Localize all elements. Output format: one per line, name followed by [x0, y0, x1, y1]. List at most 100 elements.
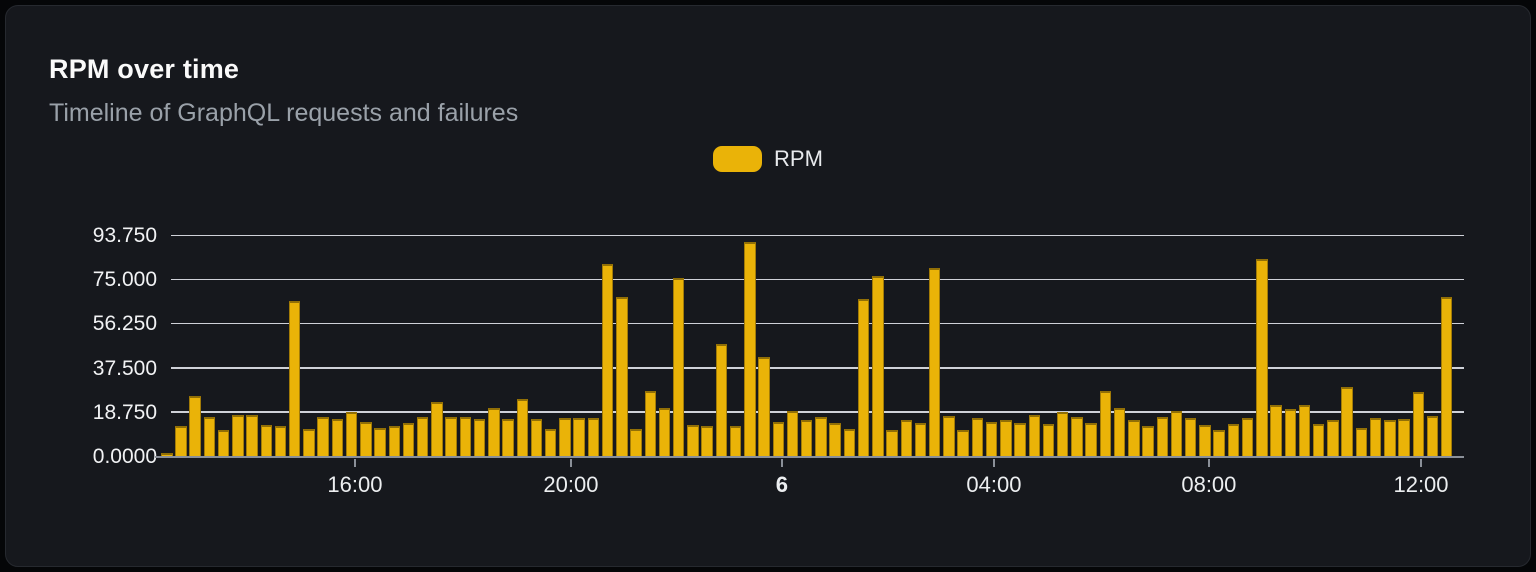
gridline	[171, 367, 1464, 369]
x-axis-tick-label: 20:00	[543, 472, 599, 497]
rpm-bar	[1426, 415, 1439, 457]
legend-label: RPM	[774, 146, 823, 171]
rpm-bar	[729, 426, 742, 457]
panel-header: RPM over time Timeline of GraphQL reques…	[49, 54, 518, 128]
rpm-bar	[971, 418, 984, 457]
rpm-bar	[1256, 258, 1268, 457]
rpm-bar	[1312, 424, 1325, 457]
rpm-bar	[928, 268, 941, 457]
rpm-bar	[175, 426, 187, 457]
y-axis-tick-label: 93.750	[92, 224, 157, 247]
rpm-bar	[715, 343, 728, 457]
rpm-bar	[360, 421, 372, 457]
rpm-bar	[459, 416, 472, 457]
rpm-bar	[217, 429, 230, 457]
x-axis-tick	[1207, 459, 1210, 467]
gridline	[171, 411, 1464, 413]
y-axis-tick-label: 0.0000	[92, 445, 157, 468]
rpm-bar	[1128, 420, 1140, 457]
rpm-bar	[758, 356, 770, 457]
rpm-bar	[331, 419, 344, 457]
rpm-bar	[1270, 405, 1282, 457]
x-axis-tick	[1420, 459, 1422, 467]
gridline	[171, 234, 1464, 236]
rpm-bar	[630, 428, 642, 457]
page-title: RPM over time	[49, 54, 240, 84]
rpm-bar	[1398, 419, 1410, 457]
rpm-bar	[744, 242, 756, 457]
rpm-bar	[1369, 418, 1382, 457]
x-axis-line	[155, 456, 1464, 458]
rpm-bar	[1085, 422, 1097, 457]
y-axis-tick-label: 56.250	[92, 312, 157, 336]
rpm-bar	[374, 427, 386, 457]
rpm-bar	[829, 422, 841, 457]
rpm-bar	[559, 418, 571, 457]
rpm-bar	[1028, 414, 1041, 457]
rpm-bar	[388, 426, 401, 457]
rpm-bar	[161, 453, 173, 457]
rpm-bar	[1014, 422, 1026, 457]
rpm-bar	[1440, 296, 1453, 457]
rpm-bar	[886, 429, 898, 457]
rpm-bar	[800, 420, 813, 457]
rpm-bar	[246, 414, 258, 457]
rpm-bar	[260, 425, 273, 457]
rpm-bar	[914, 422, 927, 457]
rpm-bar	[1170, 411, 1183, 457]
rpm-bar	[203, 416, 216, 457]
x-axis-tick	[569, 459, 572, 467]
rpm-bar	[672, 277, 685, 457]
legend-item-rpm[interactable]: RPM	[713, 146, 823, 172]
rpm-bar	[530, 419, 543, 457]
y-axis-tick-label: 18.750	[92, 400, 157, 424]
page-subtitle: Timeline of GraphQL requests and failure…	[49, 99, 519, 127]
rpm-bar	[786, 411, 799, 457]
rpm-bar	[857, 299, 870, 457]
rpm-bar	[1184, 418, 1197, 457]
rpm-bar	[473, 419, 486, 457]
rpm-bar	[303, 428, 315, 457]
chart-legend: RPM	[6, 146, 1530, 172]
x-axis-tick	[353, 459, 356, 467]
rpm-bar	[1412, 392, 1425, 457]
rpm-bar	[1341, 387, 1353, 457]
x-axis-tick-label: 16:00	[327, 472, 383, 497]
rpm-bar	[488, 407, 500, 457]
rpm-bar	[843, 428, 856, 457]
rpm-bar	[957, 429, 969, 457]
rpm-bar	[985, 421, 998, 457]
rpm-bar	[1213, 429, 1225, 457]
rpm-bar	[1071, 416, 1083, 457]
rpm-bar	[601, 263, 614, 457]
rpm-bar	[445, 416, 457, 457]
rpm-bar	[772, 421, 785, 457]
x-axis-tick-label: 6	[775, 472, 789, 497]
rpm-bar	[345, 412, 358, 457]
rpm-bar	[1000, 420, 1012, 457]
rpm-bar	[1384, 420, 1396, 457]
rpm-bar	[1227, 424, 1240, 457]
plot-area[interactable]: 0.0000 18.750 37.500 56.250 75.000 93.750 16:0…	[93, 224, 1464, 497]
rpm-bar	[573, 418, 585, 457]
x-axis-tick-label: 12:00	[1393, 472, 1449, 497]
rpm-bar	[701, 426, 713, 457]
rpm-bar	[687, 425, 699, 457]
rpm-bar	[1327, 420, 1339, 457]
legend-swatch-icon	[713, 146, 763, 172]
rpm-bar	[1042, 424, 1055, 457]
rpm-bar	[502, 419, 514, 457]
rpm-bar	[872, 275, 884, 457]
rpm-bar	[402, 422, 415, 457]
rpm-bar	[431, 401, 443, 457]
rpm-bar	[658, 407, 671, 457]
rpm-bar	[1284, 408, 1297, 457]
rpm-bar	[1355, 427, 1368, 457]
rpm-bar	[616, 296, 628, 457]
rpm-bar	[232, 414, 244, 457]
rpm-bar	[1156, 416, 1169, 457]
rpm-bar	[1056, 412, 1069, 457]
rpm-bar	[544, 428, 557, 457]
rpm-bar	[815, 416, 827, 457]
rpm-bar	[1099, 391, 1112, 457]
